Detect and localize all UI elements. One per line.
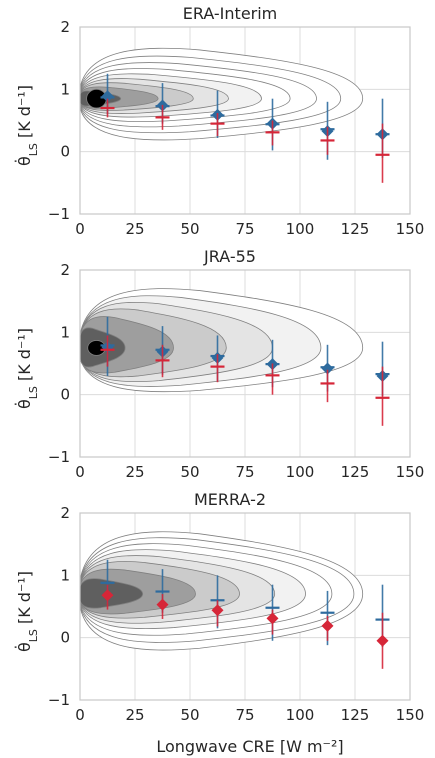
panel-2: 0 25 50 75 100 125 150 −1 0 1 2 MERRA-2 θ̇LS [K d⁻¹] [15,490,424,724]
series-group [100,316,390,426]
series-group [100,559,390,669]
x-axis-label: Longwave CRE [W m⁻²] [156,737,343,756]
tick-labels: 0 25 50 75 100 125 150 −1 0 1 2 [48,504,424,724]
panel-title: JRA-55 [203,247,256,266]
x-tick-label: 50 [180,463,199,481]
mean-diamond [101,589,114,602]
y-tick-label: −1 [48,205,70,223]
x-tick-label: 75 [235,706,254,724]
x-tick-label: 125 [341,706,370,724]
x-tick-label: 100 [286,220,315,238]
y-tick-label: 1 [60,80,70,98]
x-tick-label: 50 [180,706,199,724]
y-tick-label: 1 [60,323,70,341]
mean-diamond [321,619,334,632]
panel-title: ERA-Interim [183,4,278,23]
y-tick-label: 2 [60,261,70,279]
plot-frame [79,512,411,701]
y-tick-label: 0 [60,143,70,161]
tick-labels: 0 25 50 75 100 125 150 −1 0 1 2 [48,18,424,238]
y-tick-label: 1 [60,566,70,584]
mean-diamond [156,598,169,611]
y-axis-label: θ̇LS [K d⁻¹] [15,85,40,166]
plot-frame [79,26,411,215]
series-group [100,73,390,183]
mean-diamond [101,90,114,103]
mean-diamond [211,604,224,617]
x-tick-label: 75 [235,220,254,238]
x-tick-label: 25 [125,463,144,481]
mean-diamond [266,612,279,625]
y-tick-label: −1 [48,691,70,709]
y-tick-label: 0 [60,386,70,404]
mean-diamond [321,362,334,375]
y-tick-label: 2 [60,504,70,522]
mean-diamond [376,634,389,647]
plot-frame [79,269,411,458]
x-tick-label: 75 [235,463,254,481]
panel-0: 0 25 50 75 100 125 150 −1 0 1 2 ERA-Interim θ̇LS [K … [15,4,424,238]
y-tick-label: 2 [60,18,70,36]
x-tick-label: 0 [75,220,85,238]
x-tick-label: 125 [341,463,370,481]
x-tick-label: 150 [396,463,425,481]
y-tick-label: 0 [60,629,70,647]
x-tick-label: 25 [125,706,144,724]
x-tick-label: 150 [396,220,425,238]
x-tick-label: 0 [75,706,85,724]
y-axis-label: θ̇LS [K d⁻¹] [15,328,40,409]
density-contours [80,531,364,651]
x-tick-label: 125 [341,220,370,238]
density-contour-core [86,88,107,109]
y-tick-label: −1 [48,448,70,466]
panel-title: MERRA-2 [194,490,266,509]
x-tick-label: 100 [286,706,315,724]
density-contours [80,47,364,141]
panel-1: 0 25 50 75 100 125 150 −1 0 1 2 JRA-55 θ̇LS [K d⁻¹] [15,247,424,481]
x-tick-label: 25 [125,220,144,238]
x-tick-label: 100 [286,463,315,481]
tick-labels: 0 25 50 75 100 125 150 −1 0 1 2 [48,261,424,481]
x-tick-label: 50 [180,220,199,238]
y-axis-label: θ̇LS [K d⁻¹] [15,571,40,652]
x-tick-label: 0 [75,463,85,481]
x-tick-label: 150 [396,706,425,724]
